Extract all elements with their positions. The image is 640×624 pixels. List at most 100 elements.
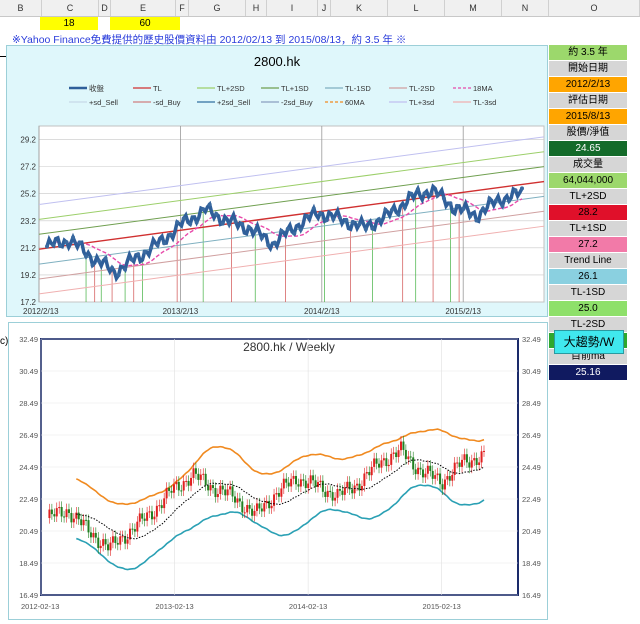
short-ma-input-cell[interactable]: 18	[40, 17, 98, 30]
candle-body-157	[429, 465, 432, 471]
candle-body-21	[97, 537, 100, 549]
legend-label-1: TL	[153, 84, 162, 93]
candle-body-93	[273, 494, 276, 506]
ma-line	[76, 459, 485, 540]
candle-body-13	[77, 512, 80, 520]
candle-body-105	[302, 479, 305, 481]
y-tick-right-6: 28.49	[522, 399, 541, 408]
trend-band-plus2	[38, 151, 545, 220]
candle-body-57	[185, 480, 188, 482]
candle-body-42	[148, 511, 151, 513]
candle-body-121	[341, 490, 344, 495]
candle-body-125	[351, 489, 354, 494]
daily-trend-chart[interactable]: 2800.hk 收盤 TL TL+2SD TL+1SD TL-1SD TL-2SD 18MA…	[6, 45, 548, 317]
candle-body-122	[343, 487, 346, 495]
candle-body-89	[263, 503, 266, 512]
candle-body-32	[124, 536, 127, 544]
weekly-candlestick-chart-svg: 2800.hk / Weekly 16.49 16.49 18.49 18.49 20.…	[19, 335, 541, 611]
candle-body-22	[99, 545, 102, 549]
candle-body-159	[434, 475, 437, 479]
column-header-d[interactable]: D	[99, 0, 111, 16]
close-point-30	[110, 265, 115, 270]
candle-body-74	[226, 489, 229, 496]
column-header-o[interactable]: O	[549, 0, 640, 16]
candle-body-135	[375, 458, 378, 464]
x-axis-ticks: 2012-02-13 2013-02-13 2014-02-13 2015-02-13	[21, 602, 461, 611]
panel-cell-14: 26.1	[549, 269, 627, 284]
close-point-216	[513, 188, 518, 193]
close-price-line	[45, 183, 524, 283]
close-point-93	[246, 224, 251, 229]
candle-body-142	[392, 452, 395, 454]
x-tick-label-3: 2015/2/13	[445, 307, 481, 316]
legend-label-6: 18MA	[473, 84, 493, 93]
column-header-n[interactable]: N	[502, 0, 549, 16]
close-point-33	[116, 273, 121, 278]
candle-body-176	[475, 458, 478, 465]
close-point-186	[448, 201, 453, 206]
lower-band-line	[76, 484, 485, 571]
column-header-m[interactable]: M	[445, 0, 502, 16]
candle-body-8	[65, 509, 68, 518]
close-point-183	[441, 196, 446, 201]
close-point-9	[64, 240, 69, 245]
candle-body-136	[378, 463, 381, 468]
column-header-i[interactable]: I	[267, 0, 318, 16]
candle-body-165	[448, 476, 451, 481]
close-point-63	[181, 216, 186, 221]
candle-body-100	[290, 478, 293, 487]
candle-body-139	[385, 458, 388, 467]
panel-cell-15: TL-1SD	[549, 285, 627, 300]
y-tick-left-3: 22.49	[19, 495, 38, 504]
candle-body-132	[368, 471, 371, 476]
candle-body-27	[111, 536, 114, 543]
candle-body-53	[175, 481, 178, 485]
candle-body-70	[216, 494, 219, 498]
y-tick-left-2: 20.49	[19, 527, 38, 536]
candle-body-35	[131, 528, 134, 530]
column-header-f[interactable]: F	[176, 0, 189, 16]
panel-cell-17: TL-2SD	[549, 317, 627, 332]
column-header-b[interactable]: B	[0, 0, 42, 16]
candle-body-150	[412, 457, 415, 470]
candle-body-46	[158, 505, 161, 507]
panel-cell-2: 2012/2/13	[549, 77, 627, 92]
column-header-c[interactable]: C	[42, 0, 99, 16]
column-header-g[interactable]: G	[189, 0, 246, 16]
column-header-k[interactable]: K	[331, 0, 388, 16]
candle-body-82	[246, 504, 249, 513]
close-point-180	[435, 193, 440, 198]
close-point-60	[175, 220, 180, 225]
column-header-h[interactable]: H	[246, 0, 267, 16]
candle-body-107	[307, 483, 310, 489]
candle-body-44	[153, 516, 156, 520]
candle-body-97	[282, 478, 285, 489]
candle-body-73	[224, 489, 227, 496]
candle-body-140	[387, 464, 390, 467]
candle-body-85	[253, 510, 256, 516]
close-point-204	[487, 196, 492, 201]
candle-body-64	[202, 473, 205, 475]
y-tick-right-2: 20.49	[522, 527, 541, 536]
candle-body-76	[231, 486, 234, 497]
candle-body-79	[238, 498, 241, 502]
candle-body-155	[424, 473, 427, 478]
close-point-171	[415, 187, 420, 192]
close-point-198	[474, 218, 479, 223]
weekly-candlestick-chart[interactable]: 2800.hk / Weekly 16.49 16.49 18.49 18.49 20.…	[8, 322, 548, 620]
candle-body-95	[277, 493, 280, 497]
trend-weekly-button[interactable]: 大趨勢/W	[554, 330, 624, 354]
close-point-168	[409, 191, 414, 196]
cell-border-line	[0, 56, 8, 57]
column-header-j[interactable]: J	[318, 0, 331, 16]
column-header-e[interactable]: E	[111, 0, 176, 16]
y-tick-left-4: 24.49	[19, 463, 38, 472]
column-header-l[interactable]: L	[388, 0, 445, 16]
y-tick-right-1: 18.49	[522, 559, 541, 568]
long-ma-input-cell[interactable]: 60	[110, 17, 180, 30]
candle-body-11	[72, 518, 75, 523]
candle-body-151	[414, 469, 417, 475]
close-point-99	[259, 236, 264, 241]
candle-body-112	[319, 480, 322, 483]
close-point-201	[480, 206, 485, 211]
